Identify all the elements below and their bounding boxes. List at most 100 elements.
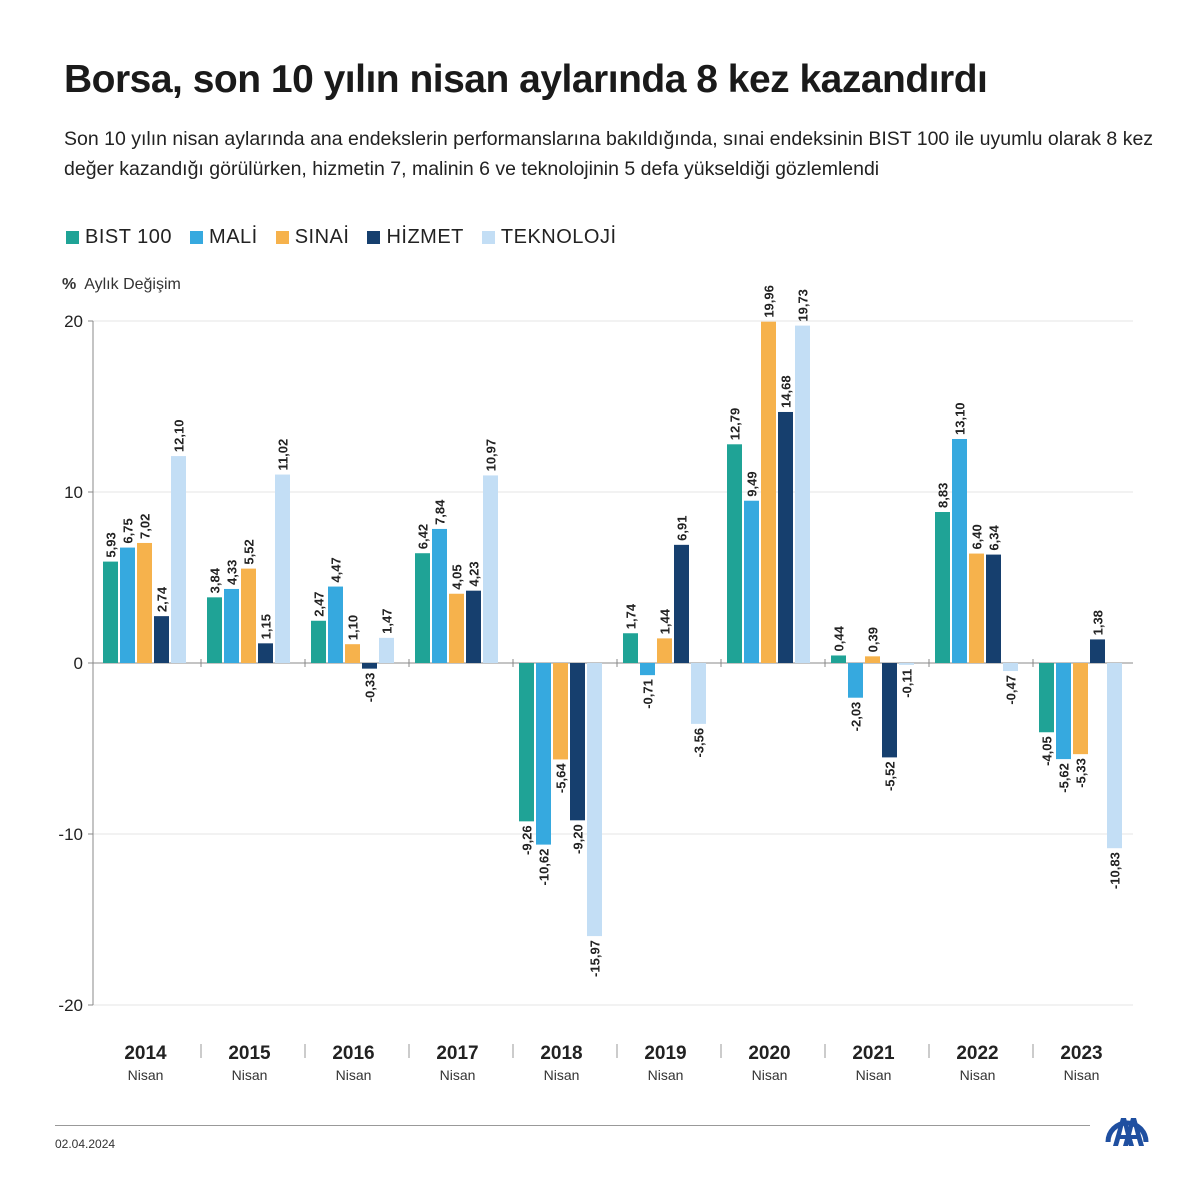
bar-mali̇: [640, 663, 655, 676]
bar-sinai̇: [657, 638, 672, 663]
data-label: 4,47: [329, 557, 344, 582]
bar-teknoloji̇: [275, 474, 290, 663]
data-label: 0,39: [866, 627, 881, 652]
legend-label: MALİ: [209, 226, 258, 248]
bar-mali̇: [744, 500, 759, 663]
data-label: -10,83: [1108, 852, 1123, 889]
data-label: 0,44: [832, 625, 847, 651]
bar-hi̇zmet: [986, 554, 1001, 663]
data-label: 9,49: [745, 471, 760, 496]
legend-item: HİZMET: [367, 226, 463, 249]
data-label: 1,44: [658, 608, 673, 634]
bar-sinai̇: [137, 542, 152, 663]
data-label: -5,62: [1057, 763, 1072, 793]
bar-bist-100: [415, 553, 430, 663]
bar-hi̇zmet: [466, 590, 481, 663]
bar-teknoloji̇: [1107, 663, 1122, 849]
bar-bist-100: [519, 663, 534, 822]
bar-mali̇: [432, 528, 447, 663]
bar-teknoloji̇: [587, 663, 602, 937]
legend-swatch: [367, 231, 381, 244]
bar-hi̇zmet: [258, 643, 273, 663]
date: 02.04.2024: [55, 1137, 116, 1151]
legend-swatch: [66, 231, 79, 244]
bar-sinai̇: [449, 593, 464, 663]
data-label: 10,97: [484, 439, 499, 472]
bar-mali̇: [848, 663, 863, 698]
legend-item: BIST 100: [66, 226, 172, 249]
data-label: 11,02: [276, 439, 291, 471]
aa-logo-icon: [1104, 1104, 1150, 1155]
data-label: 1,47: [380, 609, 395, 634]
unit-label: Aylık Değişim: [84, 276, 181, 293]
legend-swatch: [481, 231, 495, 244]
data-label: 1,10: [346, 615, 361, 640]
data-label: -9,26: [520, 825, 535, 855]
page-title: Borsa, son 10 yılın nisan aylarında 8 ke…: [64, 58, 988, 101]
x-tick-label: 2022: [956, 1043, 998, 1064]
legend-label: HİZMET: [386, 226, 464, 248]
data-label: 13,10: [953, 402, 968, 435]
percent-symbol: %: [62, 276, 77, 293]
bar-teknoloji̇: [171, 456, 186, 663]
bar-hi̇zmet: [1090, 639, 1105, 663]
bar-bist-100: [311, 620, 326, 663]
bar-sinai̇: [761, 321, 776, 663]
legend: BIST 100 MALİ SINAİ HİZMET TEKNOLOJİ: [66, 226, 617, 249]
data-label: 7,84: [433, 499, 448, 525]
legend-item: MALİ: [190, 226, 258, 249]
data-label: -10,62: [537, 849, 552, 886]
bar-teknoloji̇: [1003, 663, 1018, 672]
bar-teknoloji̇: [899, 663, 914, 665]
data-label: -0,11: [900, 669, 915, 698]
y-axis-title: % Aylık Değişim: [62, 276, 181, 294]
data-label: 3,84: [208, 567, 223, 593]
data-label: -0,33: [363, 673, 378, 703]
x-tick-sublabel: Nisan: [544, 1067, 580, 1083]
legend-label: TEKNOLOJİ: [500, 226, 617, 248]
bar-teknoloji̇: [379, 637, 394, 663]
legend-item: TEKNOLOJİ: [481, 226, 617, 249]
data-label: 1,15: [259, 614, 274, 639]
x-tick-label: 2023: [1060, 1043, 1102, 1064]
bar-hi̇zmet: [778, 411, 793, 663]
bar-mali̇: [536, 663, 551, 845]
data-label: 4,23: [467, 561, 482, 586]
legend-label: BIST 100: [85, 226, 173, 248]
data-label: -0,47: [1004, 675, 1019, 705]
bar-sinai̇: [969, 553, 984, 663]
data-label: -0,71: [641, 679, 656, 709]
bar-bist-100: [831, 655, 846, 663]
x-tick-sublabel: Nisan: [232, 1067, 268, 1083]
data-label: 14,68: [779, 375, 794, 408]
x-tick-label: 2017: [436, 1043, 478, 1064]
legend-label: SINAİ: [294, 226, 350, 248]
bar-bist-100: [727, 444, 742, 663]
data-label: 6,34: [987, 525, 1002, 551]
bar-hi̇zmet: [570, 663, 585, 821]
data-label: 5,52: [242, 539, 257, 564]
legend-swatch: [190, 231, 204, 244]
data-label: 4,33: [225, 560, 240, 585]
bar-hi̇zmet: [154, 616, 169, 663]
bar-bist-100: [207, 597, 222, 663]
data-label: 6,91: [675, 516, 690, 541]
x-tick-label: 2018: [540, 1043, 582, 1064]
data-label: -5,33: [1074, 758, 1089, 788]
x-tick-sublabel: Nisan: [128, 1067, 164, 1083]
x-tick-label: 2014: [124, 1043, 167, 1064]
data-label: -9,20: [571, 824, 586, 854]
bar-bist-100: [103, 561, 118, 663]
bar-teknoloji̇: [691, 663, 706, 724]
x-tick-sublabel: Nisan: [648, 1067, 684, 1083]
data-label: 6,42: [416, 524, 431, 549]
bar-mali̇: [120, 547, 135, 663]
data-label: -4,05: [1040, 736, 1055, 766]
data-label: 2,74: [155, 586, 170, 612]
data-label: 1,74: [624, 603, 639, 629]
x-tick-sublabel: Nisan: [960, 1067, 996, 1083]
bar-sinai̇: [241, 568, 256, 663]
y-tick-label: 20: [64, 312, 83, 331]
x-tick-sublabel: Nisan: [440, 1067, 476, 1083]
x-tick-sublabel: Nisan: [752, 1067, 788, 1083]
